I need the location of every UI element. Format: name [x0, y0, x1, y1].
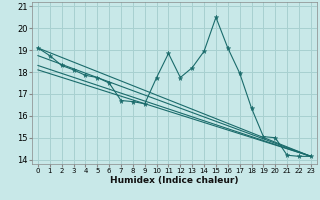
X-axis label: Humidex (Indice chaleur): Humidex (Indice chaleur) — [110, 176, 239, 185]
